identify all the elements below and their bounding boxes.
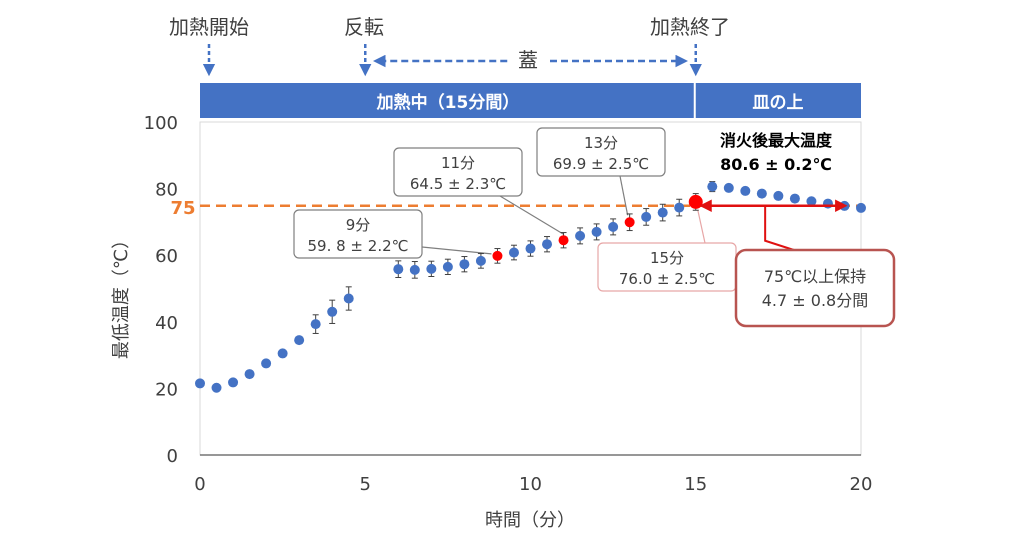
data-point-highlight [624,217,635,228]
callout-box [393,147,523,197]
data-point [723,182,734,193]
data-point [657,207,668,218]
phase-band-1 [695,83,861,118]
data-point [277,348,288,359]
data-point [773,190,784,201]
hold-box [734,248,896,328]
data-point [244,369,255,380]
event-label-end: 加熱終了 [650,15,730,39]
data-point [856,202,866,213]
data-point [740,185,751,196]
x-axis-label: 時間（分） [485,510,575,531]
y-tick-label: 40 [155,313,178,334]
callout-time-label: 11分 [441,154,475,172]
x-tick-label: 5 [360,474,371,495]
phase-label-plate: 皿の上 [753,93,804,113]
data-point [674,202,685,213]
data-point [542,239,553,250]
data-point [525,243,536,254]
data-point [789,193,800,204]
y-tick-label: 0 [167,446,178,467]
data-point [211,382,222,393]
max-temp-note-title: 消火後最大温度 [720,131,833,150]
data-point [442,261,453,272]
callout-time-label: 13分 [584,134,618,152]
x-tick-label: 20 [850,474,873,495]
callout-box [293,209,423,259]
callout-value-label: 64.5 ± 2.3℃ [410,175,506,193]
callout-leader [421,246,492,255]
data-point [822,198,833,209]
lid-label: 蓋 [518,48,538,72]
data-point [327,306,338,317]
hold-connector [764,205,801,253]
y-tick-label: 100 [144,113,178,134]
data-point [426,263,437,274]
data-point [575,230,586,241]
data-point-highlight [558,235,569,246]
x-tick-label: 10 [519,474,542,495]
phase-band-0 [200,83,694,118]
data-point [459,259,470,270]
threshold-label: 75 [170,198,195,219]
data-point-highlight [492,250,503,261]
data-point [608,221,619,232]
data-point [508,247,519,258]
hold-label: 75℃以上保持 [764,267,866,286]
callout-value-label: 69.9 ± 2.5℃ [553,155,649,173]
event-label-flip: 反転 [344,15,384,39]
y-tick-label: 60 [155,246,178,267]
phase-label-heating: 加熱中（15分間） [376,92,520,113]
data-point [409,264,420,275]
data-point [261,358,272,369]
data-point [475,255,486,266]
y-tick-label: 20 [155,379,178,400]
callout-value-label: 76.0 ± 2.5℃ [619,270,715,288]
callout-leader [499,195,564,235]
max-temp-note-value: 80.6 ± 0.2℃ [720,155,832,174]
data-point [294,335,305,346]
event-label-start: 加熱開始 [169,15,249,39]
data-point [707,181,718,192]
hold-value: 4.7 ± 0.8分間 [762,291,868,310]
y-tick-label: 80 [155,180,178,201]
data-point [393,264,404,275]
callout-value-label: 59. 8 ± 2.2℃ [308,237,409,255]
callout-time-label: 15分 [650,249,684,267]
x-tick-label: 0 [194,474,205,495]
data-point [641,211,652,222]
callout-box [536,127,666,177]
data-point [591,226,602,237]
data-point [310,319,321,330]
data-point [343,293,354,304]
data-point [195,378,205,389]
data-point [756,188,767,199]
callout-time-label: 9分 [346,216,371,234]
callout-leader [697,209,706,244]
data-point-highlight [688,194,703,209]
data-point [228,377,239,388]
callout-leader [619,175,629,216]
x-tick-label: 15 [684,474,707,495]
y-axis-label: 最低温度（℃） [111,231,132,359]
